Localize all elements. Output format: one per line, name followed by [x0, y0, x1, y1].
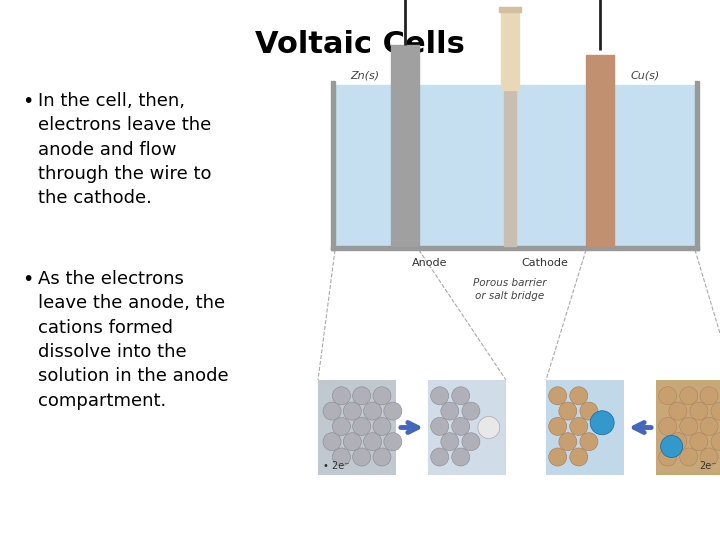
Circle shape — [441, 402, 459, 420]
Circle shape — [451, 448, 469, 466]
Text: Cu(s): Cu(s) — [631, 70, 660, 80]
Circle shape — [441, 433, 459, 451]
Circle shape — [570, 417, 588, 435]
Circle shape — [559, 433, 577, 451]
Circle shape — [580, 402, 598, 420]
Circle shape — [323, 433, 341, 451]
Bar — [335, 85, 695, 246]
Bar — [504, 85, 516, 246]
Bar — [428, 380, 506, 475]
Text: •: • — [22, 92, 33, 111]
Bar — [586, 55, 614, 246]
Circle shape — [659, 387, 677, 405]
Circle shape — [353, 387, 371, 405]
Bar — [331, 246, 699, 250]
Circle shape — [549, 417, 567, 435]
Circle shape — [353, 448, 371, 466]
Circle shape — [462, 433, 480, 451]
Circle shape — [659, 417, 677, 435]
Circle shape — [364, 433, 382, 451]
Circle shape — [580, 433, 598, 451]
Bar — [546, 380, 624, 475]
Circle shape — [431, 448, 449, 466]
Circle shape — [680, 417, 698, 435]
Circle shape — [549, 387, 567, 405]
Circle shape — [373, 448, 391, 466]
Circle shape — [364, 402, 382, 420]
Circle shape — [451, 417, 469, 435]
Circle shape — [590, 411, 614, 435]
Text: 2e⁻: 2e⁻ — [699, 461, 716, 471]
Circle shape — [323, 402, 341, 420]
Circle shape — [462, 402, 480, 420]
Circle shape — [343, 402, 361, 420]
Circle shape — [680, 448, 698, 466]
Circle shape — [659, 448, 677, 466]
Text: •: • — [22, 270, 33, 289]
Circle shape — [373, 417, 391, 435]
Circle shape — [431, 387, 449, 405]
Circle shape — [451, 387, 469, 405]
Circle shape — [333, 448, 351, 466]
Circle shape — [711, 433, 720, 451]
Circle shape — [549, 448, 567, 466]
Text: or salt bridge: or salt bridge — [475, 291, 544, 301]
Bar — [695, 81, 699, 250]
Text: In the cell, then,
electrons leave the
anode and flow
through the wire to
the ca: In the cell, then, electrons leave the a… — [38, 92, 212, 207]
Bar — [318, 380, 396, 475]
Bar — [501, 10, 519, 90]
Text: As the electrons
leave the anode, the
cations formed
dissolve into the
solution : As the electrons leave the anode, the ca… — [38, 270, 229, 409]
Text: Zn(s): Zn(s) — [351, 70, 379, 80]
Circle shape — [690, 402, 708, 420]
Circle shape — [700, 448, 718, 466]
Circle shape — [690, 433, 708, 451]
Bar — [499, 7, 521, 12]
Circle shape — [711, 402, 720, 420]
Circle shape — [384, 402, 402, 420]
Circle shape — [373, 387, 391, 405]
Circle shape — [343, 433, 361, 451]
Text: Cathode: Cathode — [521, 258, 568, 268]
Circle shape — [333, 387, 351, 405]
Bar — [331, 81, 335, 250]
Circle shape — [384, 433, 402, 451]
Text: Anode: Anode — [413, 258, 448, 268]
Bar — [656, 380, 720, 475]
Bar — [391, 45, 419, 246]
Circle shape — [570, 448, 588, 466]
Circle shape — [680, 387, 698, 405]
Circle shape — [353, 417, 371, 435]
Circle shape — [669, 433, 687, 451]
Text: Voltaic Cells: Voltaic Cells — [255, 30, 465, 59]
Circle shape — [669, 402, 687, 420]
Circle shape — [559, 402, 577, 420]
Circle shape — [700, 387, 718, 405]
Circle shape — [661, 435, 683, 457]
Circle shape — [570, 387, 588, 405]
Circle shape — [478, 416, 500, 438]
Text: • 2e⁻: • 2e⁻ — [323, 461, 349, 471]
Circle shape — [333, 417, 351, 435]
Circle shape — [431, 417, 449, 435]
Circle shape — [700, 417, 718, 435]
Text: Porous barrier: Porous barrier — [473, 278, 546, 288]
